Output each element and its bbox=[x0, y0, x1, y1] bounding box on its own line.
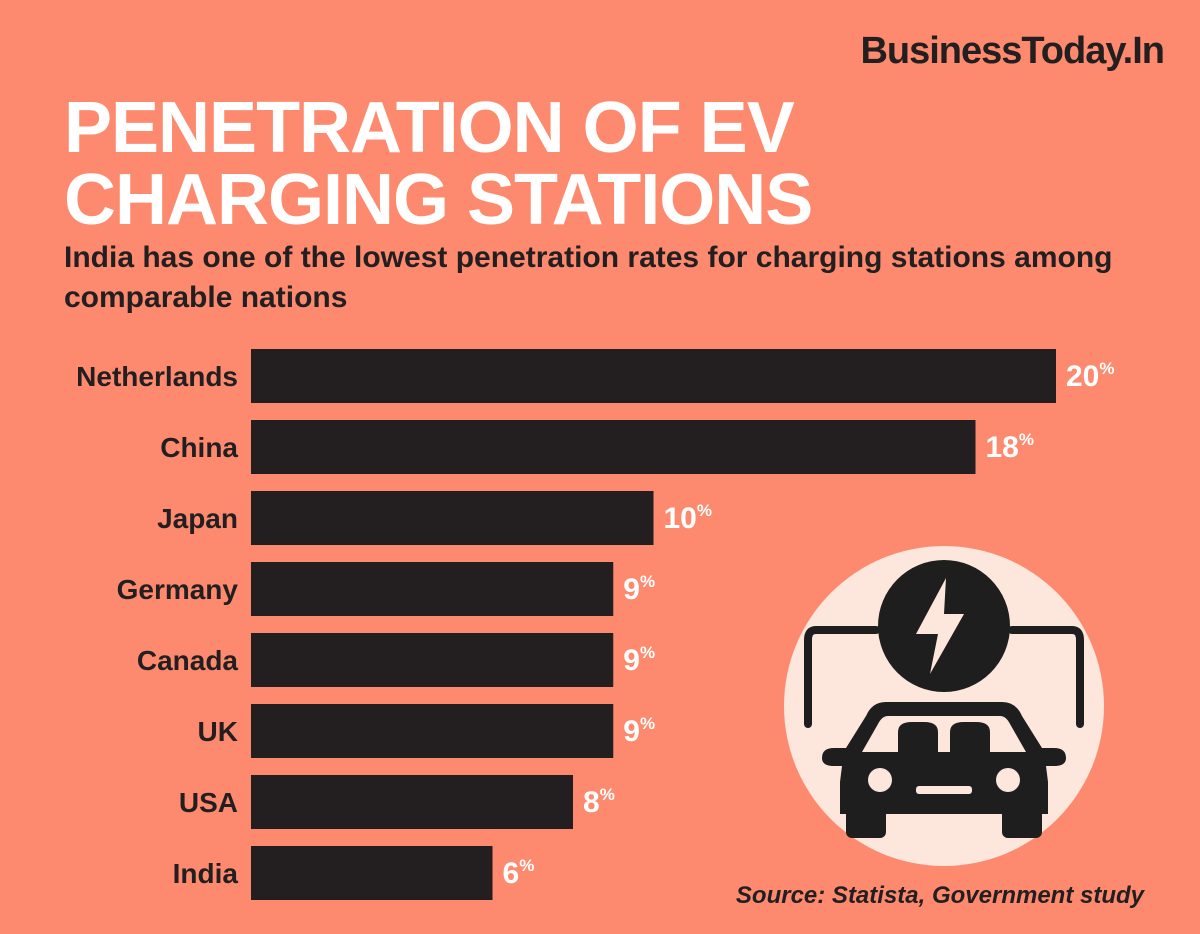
bar-germany bbox=[251, 562, 614, 616]
bar-uk bbox=[251, 704, 614, 758]
bar-china bbox=[251, 420, 976, 474]
title-line-1: PENETRATION OF EV bbox=[64, 88, 795, 168]
category-label-india: India bbox=[173, 858, 239, 889]
category-label-canada: Canada bbox=[137, 645, 239, 676]
bar-usa bbox=[251, 775, 573, 829]
source-note: Source: Statista, Government study bbox=[735, 882, 1144, 909]
value-label-canada: 9% bbox=[623, 643, 655, 677]
category-label-netherlands: Netherlands bbox=[76, 361, 238, 392]
bar-netherlands bbox=[251, 349, 1056, 403]
bar-india bbox=[251, 846, 493, 900]
category-label-usa: USA bbox=[179, 787, 238, 818]
value-label-netherlands: 20% bbox=[1066, 359, 1115, 393]
lightning-bolt-icon bbox=[916, 578, 964, 674]
value-label-india: 6% bbox=[503, 856, 535, 890]
category-label-germany: Germany bbox=[117, 574, 239, 605]
subtitle: India has one of the lowest penetration … bbox=[64, 241, 1113, 314]
car-seats bbox=[898, 722, 990, 752]
category-label-japan: Japan bbox=[157, 503, 238, 534]
title-line-2: CHARGING STATIONS bbox=[64, 160, 813, 240]
value-label-uk: 9% bbox=[623, 714, 655, 748]
category-label-uk: UK bbox=[198, 716, 238, 747]
value-label-china: 18% bbox=[986, 430, 1035, 464]
brand-logo: BusinessToday.In bbox=[860, 30, 1165, 72]
category-label-china: China bbox=[160, 432, 238, 463]
bar-canada bbox=[251, 633, 614, 687]
page-title: PENETRATION OF EV CHARGING STATIONS bbox=[64, 92, 1064, 236]
value-label-usa: 8% bbox=[583, 785, 615, 819]
bar-japan bbox=[251, 491, 654, 545]
ev-charging-car-icon bbox=[784, 546, 1104, 866]
value-label-germany: 9% bbox=[623, 572, 655, 606]
charging-cable-lines bbox=[804, 626, 1084, 728]
value-label-japan: 10% bbox=[664, 501, 713, 535]
